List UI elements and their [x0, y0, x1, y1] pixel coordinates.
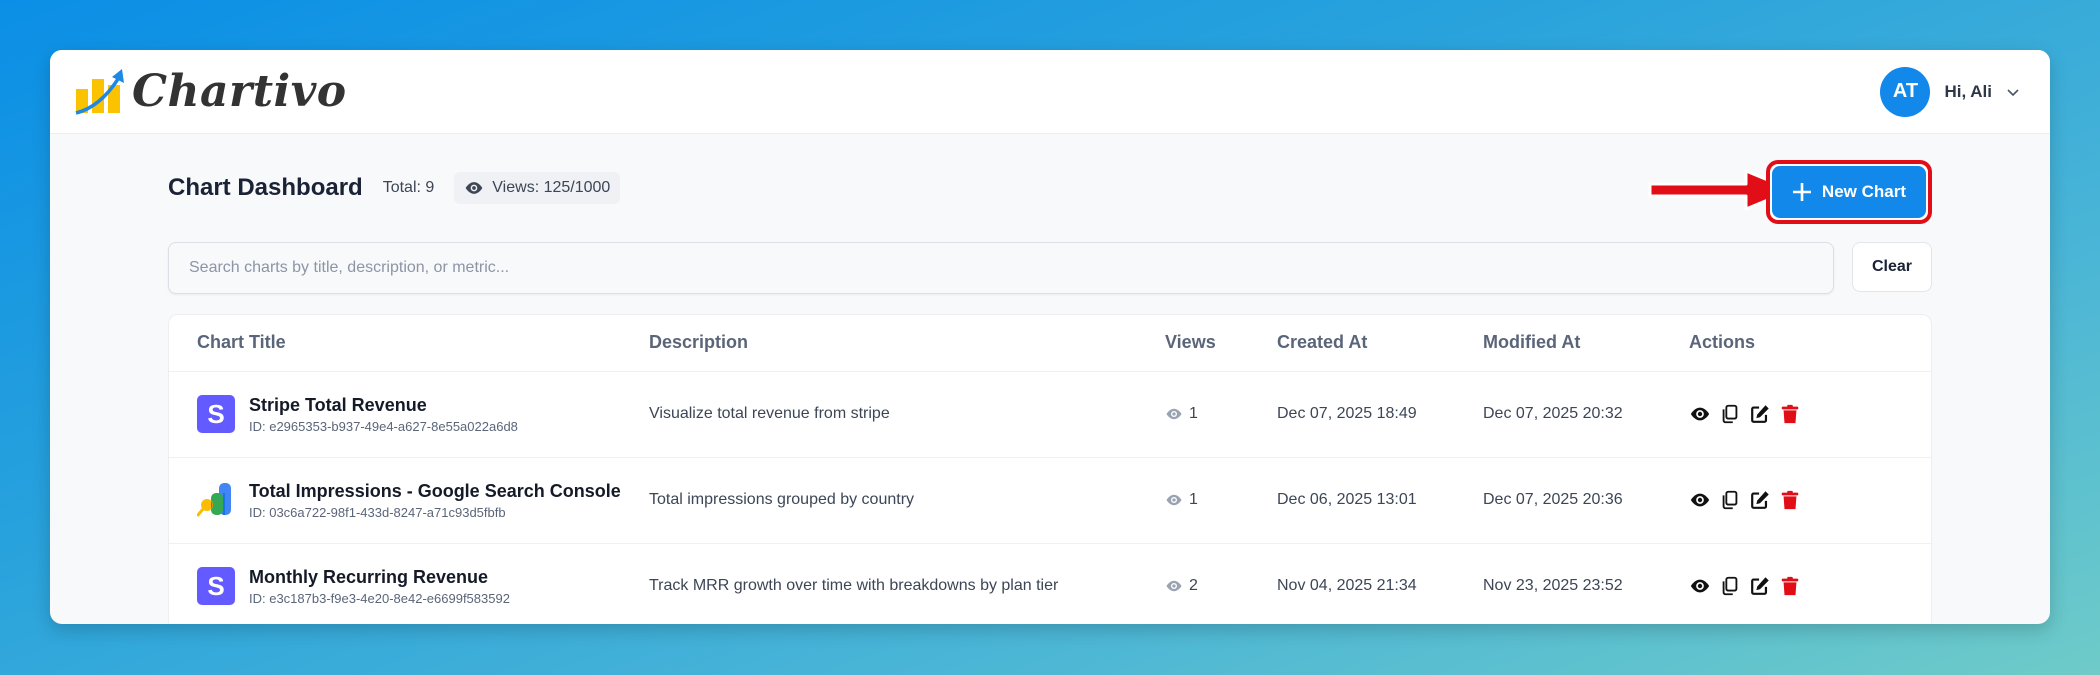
chart-description: Track MRR growth over time with breakdow…	[649, 543, 1165, 624]
eye-icon	[465, 182, 483, 194]
chart-title[interactable]: Total Impressions - Google Search Consol…	[249, 480, 621, 501]
views-quota-badge: Views: 125/1000	[454, 172, 621, 204]
view-eye-icon[interactable]	[1689, 403, 1711, 425]
plus-icon	[1792, 183, 1811, 201]
duplicate-icon[interactable]	[1719, 403, 1741, 425]
views-quota-text: Views: 125/1000	[492, 179, 611, 196]
chart-logo-icon	[75, 68, 124, 115]
view-count: 2	[1189, 577, 1198, 594]
stripe-icon: S	[197, 395, 235, 433]
search-input[interactable]	[168, 242, 1834, 294]
user-menu[interactable]: AT Hi, Ali	[1880, 66, 2020, 117]
total-count: Total: 9	[382, 179, 435, 196]
edit-icon[interactable]	[1749, 403, 1771, 425]
chart-id: ID: e2965353-b937-49e4-a627-8e55a022a6d8	[249, 418, 518, 434]
page-title: Chart Dashboard	[168, 174, 363, 201]
user-greeting[interactable]: Hi, Ali	[1944, 81, 1992, 101]
view-count: 1	[1189, 405, 1198, 422]
column-header-description[interactable]: Description	[649, 315, 1165, 372]
dashboard-header: Chart Dashboard Total: 9 Views: 125/1000	[168, 134, 1932, 242]
new-chart-button[interactable]: New Chart	[1771, 166, 1926, 218]
stripe-icon: S	[197, 567, 235, 605]
eye-icon	[1166, 580, 1182, 592]
chart-id: ID: e3c187b3-f9e3-4e20-8e42-e6699f583592	[249, 590, 510, 606]
chart-description: Visualize total revenue from stripe	[649, 371, 1165, 458]
row-actions	[1689, 489, 1931, 511]
edit-icon[interactable]	[1749, 489, 1771, 511]
view-count: 1	[1189, 491, 1198, 508]
main-content: Chart Dashboard Total: 9 Views: 125/1000	[50, 134, 2050, 624]
new-chart-highlight: New Chart	[1765, 160, 1932, 224]
created-at: Dec 06, 2025 13:01	[1277, 457, 1483, 544]
delete-trash-icon[interactable]	[1779, 575, 1801, 597]
column-header-modified[interactable]: Modified At	[1483, 315, 1689, 372]
column-header-created[interactable]: Created At	[1277, 315, 1483, 372]
chart-id: ID: 03c6a722-98f1-433d-8247-a71c93d5fbfb	[249, 504, 506, 520]
created-at: Dec 07, 2025 18:49	[1277, 371, 1483, 458]
modified-at: Nov 23, 2025 23:52	[1483, 543, 1689, 624]
new-chart-label: New Chart	[1821, 182, 1906, 201]
brand-logo[interactable]: Chartivo	[74, 66, 347, 117]
top-navbar: Chartivo AT Hi, Ali	[50, 50, 2050, 134]
search-bar: Clear	[168, 242, 1932, 294]
view-eye-icon[interactable]	[1689, 489, 1711, 511]
created-at: Nov 04, 2025 21:34	[1277, 543, 1483, 624]
clear-button[interactable]: Clear	[1852, 242, 1932, 292]
edit-icon[interactable]	[1749, 575, 1771, 597]
brand-name: Chartivo	[132, 66, 347, 117]
chart-title[interactable]: Stripe Total Revenue	[249, 394, 427, 415]
chart-description: Total impressions grouped by country	[649, 457, 1165, 544]
column-header-views[interactable]: Views	[1165, 315, 1277, 372]
column-header-title[interactable]: Chart Title	[169, 315, 649, 372]
delete-trash-icon[interactable]	[1779, 403, 1801, 425]
table-row[interactable]: S Stripe Total Revenue ID: e2965353-b937…	[169, 371, 1931, 458]
view-eye-icon[interactable]	[1689, 575, 1711, 597]
google-search-console-icon	[197, 483, 231, 517]
table-header-row: Chart Title Description Views Created At…	[169, 315, 1931, 372]
chevron-down-icon[interactable]	[2006, 85, 2020, 99]
charts-table: Chart Title Description Views Created At…	[168, 314, 1932, 624]
table-row[interactable]: Total Impressions - Google Search Consol…	[169, 457, 1931, 544]
table-row[interactable]: S Monthly Recurring Revenue ID: e3c187b3…	[169, 543, 1931, 624]
modified-at: Dec 07, 2025 20:36	[1483, 457, 1689, 544]
column-header-actions: Actions	[1689, 315, 1931, 372]
app-window: Chartivo AT Hi, Ali Chart Dashboard Tota…	[50, 50, 2050, 624]
duplicate-icon[interactable]	[1719, 575, 1741, 597]
delete-trash-icon[interactable]	[1779, 489, 1801, 511]
eye-icon	[1166, 408, 1182, 420]
duplicate-icon[interactable]	[1719, 489, 1741, 511]
row-actions	[1689, 575, 1931, 597]
modified-at: Dec 07, 2025 20:32	[1483, 371, 1689, 458]
avatar[interactable]: AT	[1880, 66, 1931, 117]
chart-title[interactable]: Monthly Recurring Revenue	[249, 566, 489, 587]
eye-icon	[1166, 494, 1182, 506]
row-actions	[1689, 403, 1931, 425]
